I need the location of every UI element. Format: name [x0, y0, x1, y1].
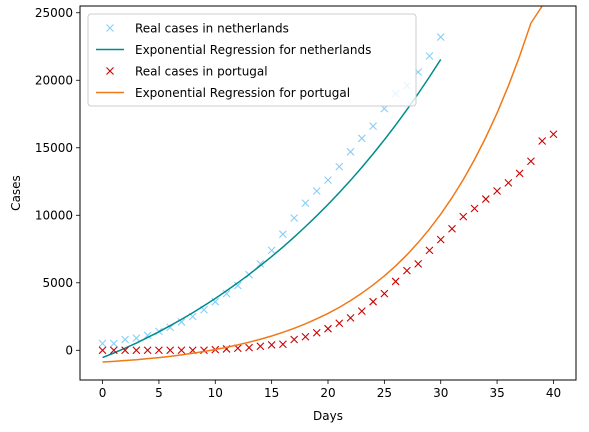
data-point: [98, 346, 107, 355]
data-point: [335, 162, 344, 171]
data-point: [527, 157, 535, 166]
data-point: [301, 199, 310, 208]
data-point: [301, 332, 310, 341]
data-point: [166, 346, 175, 355]
data-point: [436, 33, 445, 41]
data-point: [448, 224, 456, 233]
data-point: [391, 277, 400, 286]
data-point: [335, 319, 344, 328]
series-2: [102, 59, 442, 359]
data-point: [312, 187, 321, 195]
data-point: [324, 176, 332, 185]
data-point: [267, 246, 276, 255]
data-point: [425, 52, 434, 60]
data-point: [459, 212, 468, 221]
data-point: [346, 314, 355, 322]
legend-marker-swatch: [106, 67, 114, 75]
data-point: [109, 346, 118, 355]
x-tick-label: 25: [377, 386, 392, 400]
data-point: [132, 334, 141, 343]
x-tick-label: 0: [99, 386, 107, 400]
x-tick-label: 15: [264, 386, 279, 400]
data-point: [403, 266, 411, 275]
y-tick-label: 0: [65, 343, 73, 357]
data-point: [256, 259, 265, 268]
x-tick-label: 30: [433, 386, 448, 400]
data-point: [132, 346, 141, 355]
x-tick-label: 35: [489, 386, 504, 400]
legend-marker-swatch: [106, 24, 114, 32]
data-point: [98, 339, 107, 348]
data-point: [267, 341, 276, 349]
data-point: [177, 346, 186, 355]
x-tick-label: 20: [320, 386, 335, 400]
data-point: [436, 235, 445, 244]
data-point: [369, 297, 377, 306]
series-4: [102, 5, 543, 363]
data-point: [256, 342, 265, 351]
axes-frame: [79, 5, 577, 381]
legend: Real cases in netherlands Exponential Reg…: [87, 13, 417, 107]
y-tick-label: 25000: [35, 6, 73, 20]
data-point: [324, 324, 332, 333]
x-tick-label: 10: [208, 386, 223, 400]
data-point: [414, 259, 423, 268]
data-point: [121, 346, 129, 355]
data-point: [515, 169, 524, 178]
data-point: [312, 328, 321, 337]
data-point: [222, 289, 231, 298]
legend-label: Real cases in portugal: [135, 65, 268, 79]
legend-box: [87, 13, 417, 107]
data-point: [245, 343, 253, 352]
data-point: [380, 289, 389, 298]
data-point: [279, 230, 287, 239]
legend-label: Exponential Regression for netherlands: [135, 43, 371, 57]
y-axis-label: Cases: [9, 175, 23, 211]
x-axis-label: Days: [313, 409, 343, 423]
data-point: [290, 214, 299, 222]
series-3: [98, 130, 558, 355]
data-point: [369, 122, 377, 131]
data-point: [346, 147, 355, 156]
data-point: [177, 318, 186, 326]
regression-line: [102, 5, 543, 363]
data-point: [155, 346, 163, 355]
data-point: [357, 307, 366, 316]
data-point: [143, 331, 152, 340]
data-point: [121, 335, 129, 344]
legend-label: Real cases in netherlands: [135, 22, 289, 36]
data-point: [470, 204, 479, 213]
data-point: [290, 335, 299, 344]
data-point: [109, 339, 118, 348]
data-point: [481, 195, 490, 203]
data-point: [538, 137, 547, 145]
regression-line: [102, 59, 442, 359]
data-marks: [98, 5, 558, 363]
y-tick-label: 20000: [35, 73, 73, 87]
y-tick-label: 5000: [42, 276, 73, 290]
data-point: [357, 134, 366, 143]
data-point: [143, 346, 152, 355]
x-tick-label: 40: [546, 386, 561, 400]
data-point: [233, 281, 242, 290]
y-tick-label: 10000: [35, 208, 73, 222]
legend-label: Exponential Regression for portugal: [135, 86, 350, 100]
data-point: [504, 178, 513, 187]
axis-ticks: 0 5 10 15 20 25 30 35 40 0 5000 10000 15000 20000 2500…: [35, 6, 561, 400]
y-tick-label: 15000: [35, 141, 73, 155]
data-point: [279, 340, 287, 349]
data-point: [425, 246, 434, 255]
data-point: [549, 130, 558, 139]
data-point: [493, 187, 501, 195]
x-tick-label: 5: [155, 386, 163, 400]
